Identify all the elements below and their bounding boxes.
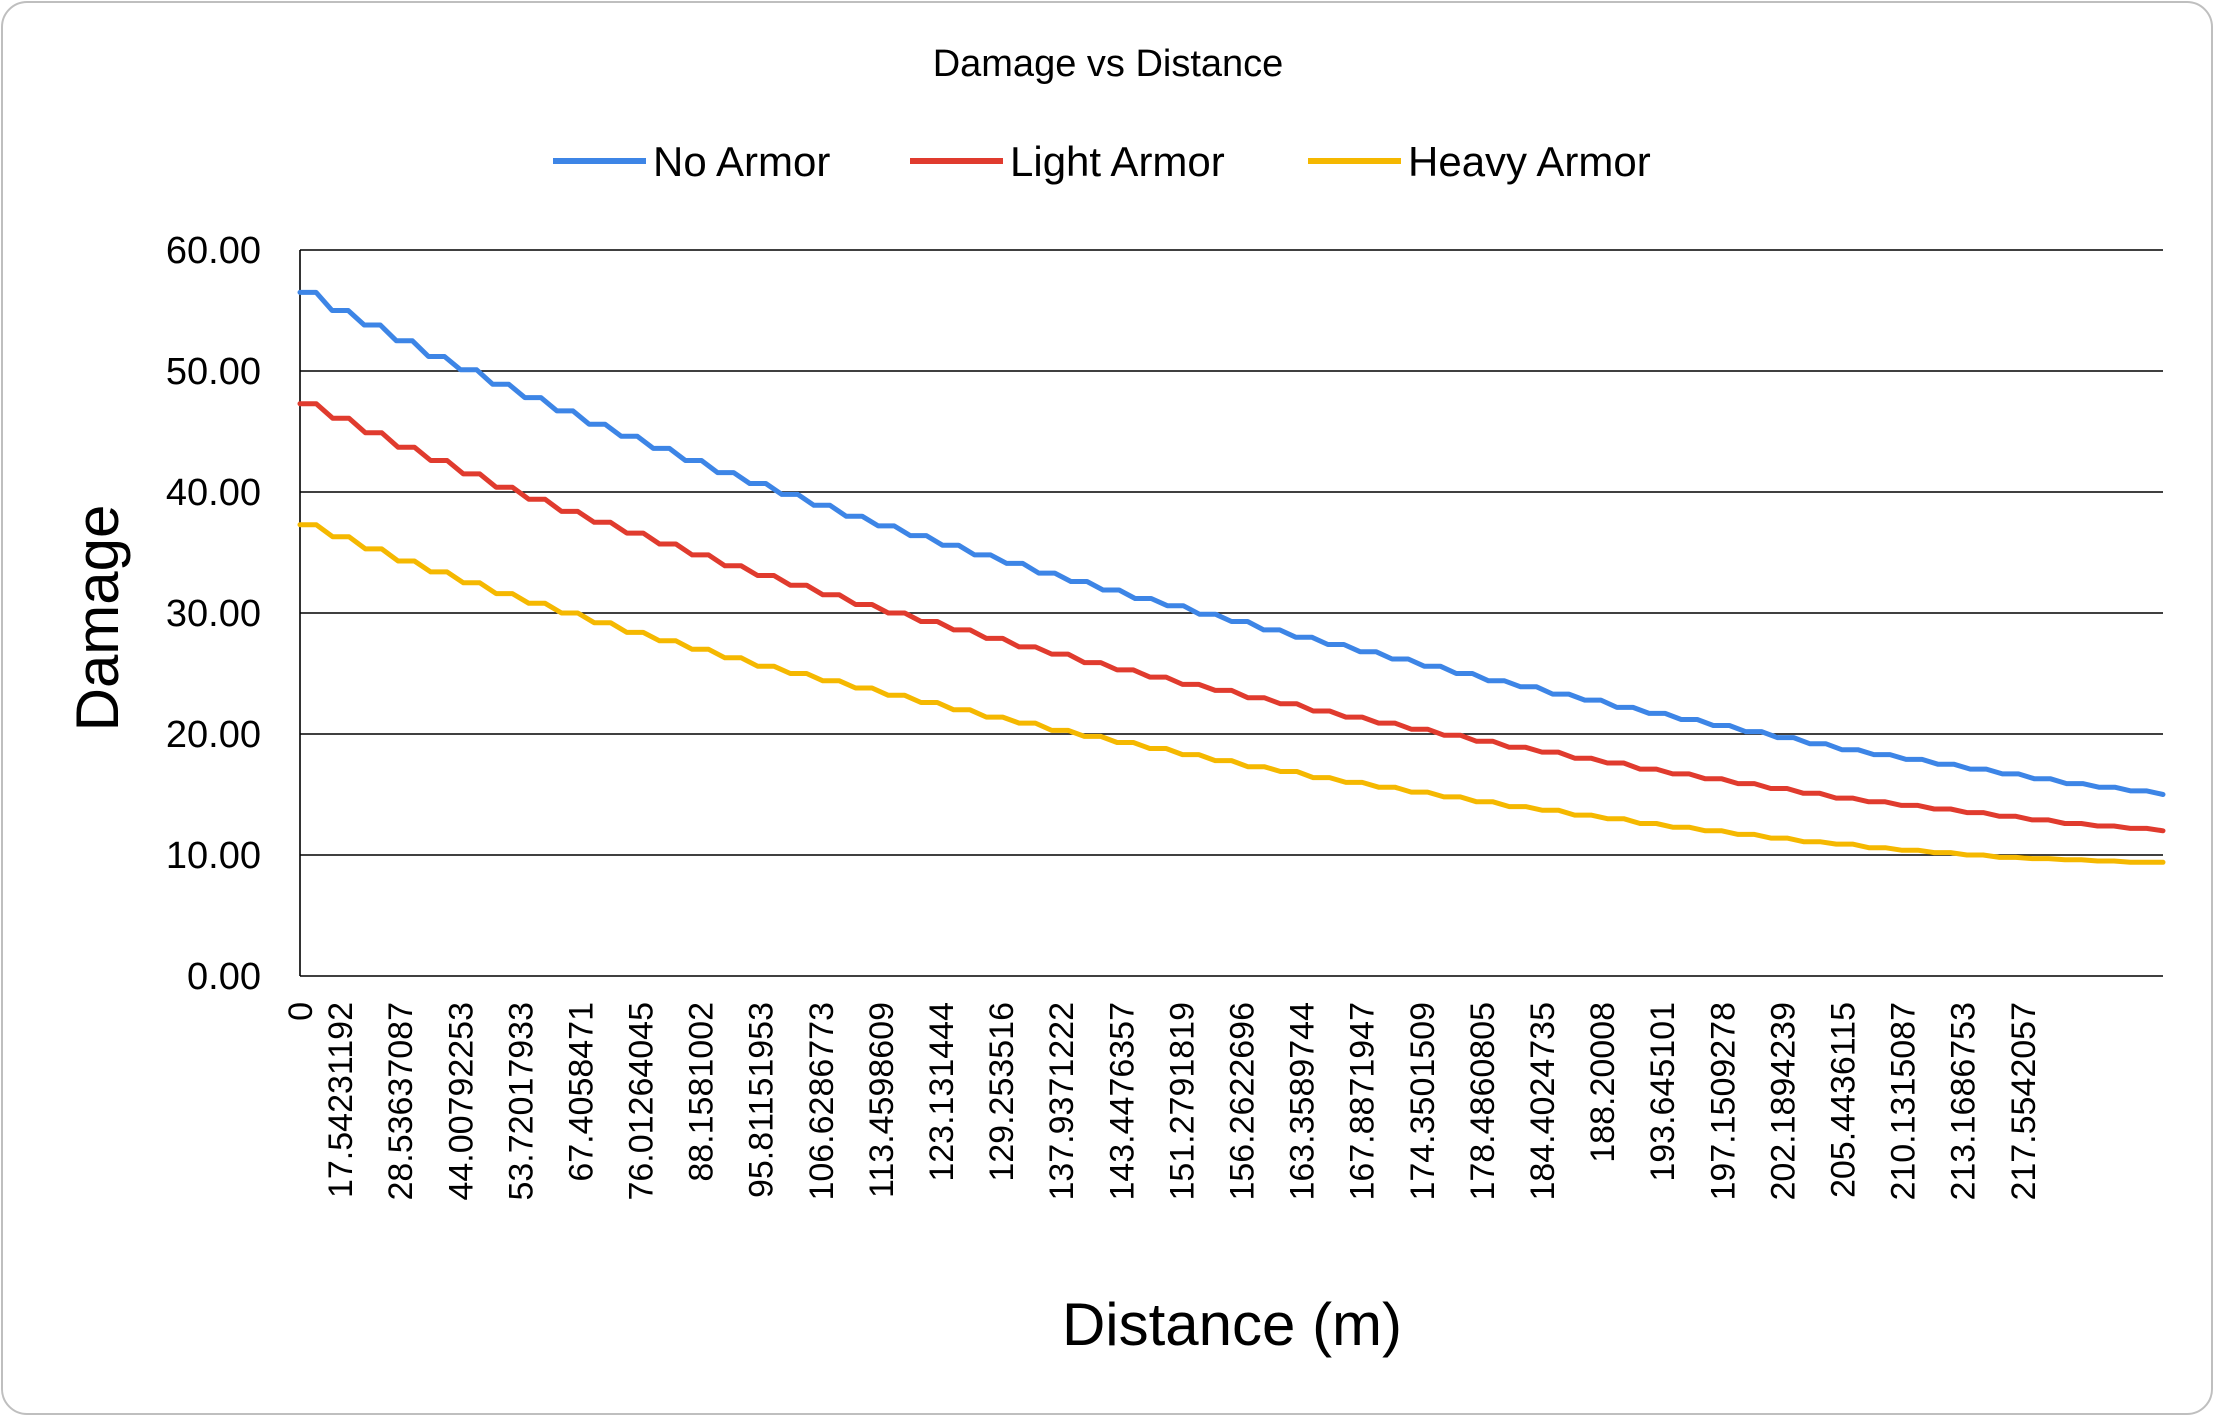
y-axis-title: Damage (64, 505, 131, 732)
x-tick-label: 197.1509278 (1704, 1002, 1742, 1201)
legend: No Armor Light Armor Heavy Armor (553, 138, 1651, 185)
series-line-no-armor (297, 289, 2166, 797)
x-tick-label: 202.1894239 (1764, 1002, 1802, 1201)
series-lines (297, 289, 2166, 865)
series-line-light-armor (297, 401, 2166, 834)
x-tick-label: 163.3589744 (1284, 1002, 1322, 1201)
x-tick-label: 95.81151953 (743, 1002, 781, 1198)
x-tick-label: 44.00792253 (442, 1002, 480, 1201)
x-tick-label: 178.4860805 (1464, 1002, 1502, 1201)
x-tick-label: 129.253516 (983, 1002, 1021, 1182)
x-tick-label: 217.5542057 (2005, 1002, 2043, 1201)
x-tick-label: 151.2791819 (1163, 1002, 1201, 1201)
y-tick-label: 30.00 (166, 593, 261, 635)
x-axis-ticks: 0 17.54231192 28.53637087 44.00792253 53.720… (282, 1002, 2043, 1201)
x-tick-label: 156.2622696 (1224, 1002, 1262, 1201)
x-tick-label: 137.9371222 (1043, 1002, 1081, 1201)
y-axis-ticks: 0.00 10.00 20.00 30.00 40.00 50.00 60.00 (166, 230, 261, 998)
x-tick-label: 88.1581002 (683, 1002, 721, 1182)
x-tick-label: 193.645101 (1644, 1002, 1682, 1182)
x-tick-label: 213.1686753 (1945, 1002, 1983, 1201)
x-tick-label: 76.01264045 (623, 1002, 661, 1201)
x-tick-label: 113.4598609 (863, 1002, 901, 1198)
x-tick-label: 123.131444 (923, 1002, 961, 1182)
y-tick-label: 10.00 (166, 835, 261, 877)
x-tick-label: 28.53637087 (382, 1002, 420, 1201)
y-tick-label: 40.00 (166, 472, 261, 514)
x-tick-label: 106.6286773 (803, 1002, 841, 1201)
x-tick-label: 167.8871947 (1344, 1002, 1382, 1201)
legend-label: Heavy Armor (1408, 138, 1651, 185)
x-tick-label: 210.1315087 (1885, 1002, 1923, 1201)
y-tick-label: 20.00 (166, 714, 261, 756)
series-line-heavy-armor (297, 522, 2166, 865)
x-tick-label: 67.4058471 (562, 1002, 600, 1182)
x-tick-label: 17.54231192 (322, 1002, 360, 1198)
gridlines (299, 249, 2163, 977)
x-tick-label: 188.20008 (1584, 1002, 1622, 1163)
x-tick-label: 0 (282, 1002, 320, 1021)
y-tick-label: 50.00 (166, 351, 261, 393)
x-tick-label: 205.4436115 (1824, 1002, 1862, 1198)
x-axis-title: Distance (m) (1062, 1291, 1402, 1358)
x-tick-label: 174.3501509 (1404, 1002, 1442, 1201)
legend-label: Light Armor (1010, 138, 1225, 185)
legend-label: No Armor (653, 138, 830, 185)
y-tick-label: 0.00 (187, 956, 261, 998)
chart-title: Damage vs Distance (933, 43, 1284, 85)
y-tick-label: 60.00 (166, 230, 261, 272)
x-tick-label: 53.72017933 (502, 1002, 540, 1201)
x-tick-label: 143.4476357 (1103, 1002, 1141, 1201)
x-tick-label: 184.4024735 (1524, 1002, 1562, 1201)
